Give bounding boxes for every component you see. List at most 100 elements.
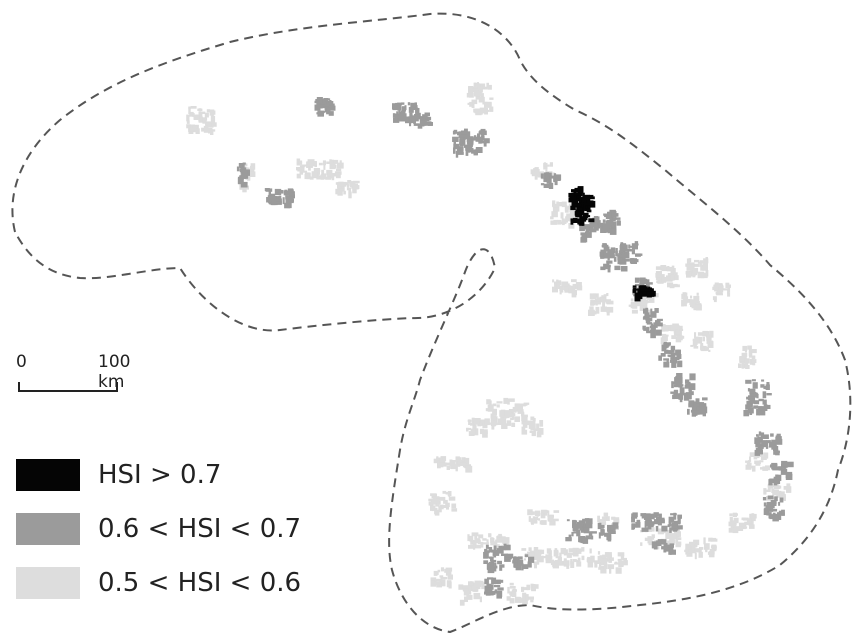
hsi-low-patch <box>529 547 532 551</box>
hsi-low-patch <box>325 176 331 179</box>
hsi-low-patch <box>694 305 700 309</box>
hsi-low-patch <box>763 488 766 495</box>
hsi-low-patch <box>553 213 555 217</box>
hsi-mid-patch <box>525 554 529 557</box>
hsi-mid-patch <box>610 525 616 529</box>
hsi-low-patch <box>186 115 189 122</box>
hsi-mid-patch <box>611 211 616 218</box>
hsi-high-patch <box>588 218 594 222</box>
hsi-mid-patch <box>408 102 410 105</box>
hsi-low-patch <box>640 542 642 546</box>
hsi-mid-patch <box>774 480 780 485</box>
hsi-mid-patch <box>759 399 764 401</box>
hsi-low-patch <box>530 600 533 603</box>
hsi-high-patch <box>578 187 583 194</box>
hsi-low-patch <box>348 189 351 193</box>
hsi-low-patch <box>534 563 537 569</box>
hsi-low-patch <box>510 583 514 586</box>
hsi-mid-patch <box>670 550 673 553</box>
hsi-mid-patch <box>405 105 407 110</box>
hsi-low-patch <box>772 490 778 496</box>
hsi-mid-patch <box>608 267 611 273</box>
hsi-low-patch <box>194 115 200 120</box>
hsi-low-patch <box>662 277 666 283</box>
hsi-low-patch <box>572 291 577 298</box>
hsi-mid-patch <box>671 346 675 351</box>
hsi-low-patch <box>480 429 484 434</box>
hsi-low-patch <box>713 296 717 300</box>
hsi-mid-patch <box>494 585 500 587</box>
hsi-low-patch <box>629 305 636 307</box>
hsi-low-patch <box>340 160 342 166</box>
hsi-low-patch <box>458 584 463 589</box>
hsi-mid-patch <box>621 266 628 272</box>
hsi-mid-patch <box>500 546 503 549</box>
hsi-mid-patch <box>750 398 755 404</box>
hsi-mid-patch <box>679 377 683 383</box>
hsi-mid-patch <box>780 498 784 503</box>
hsi-low-patch <box>689 542 694 545</box>
hsi-mid-patch <box>471 140 474 146</box>
hsi-low-patch <box>460 600 465 606</box>
hsi-high-patch <box>643 291 647 294</box>
hsi-low-patch <box>600 298 605 303</box>
hsi-mid-patch <box>484 138 490 143</box>
hsi-low-patch <box>497 419 504 426</box>
hsi-low-patch <box>558 557 562 563</box>
hsi-mid-patch <box>761 380 764 382</box>
hsi-low-patch <box>448 575 453 580</box>
hsi-low-patch <box>688 264 695 270</box>
scale-zero-label: 0 <box>16 352 27 372</box>
hsi-low-patch <box>601 560 606 564</box>
hsi-mid-patch <box>497 580 503 583</box>
hsi-low-patch <box>444 569 449 573</box>
hsi-low-patch <box>471 429 475 435</box>
hsi-high-patch <box>584 195 590 200</box>
hsi-mid-patch <box>769 512 772 518</box>
hsi-mid-patch <box>599 532 601 538</box>
hsi-low-patch <box>480 108 486 114</box>
hsi-low-patch <box>564 558 567 564</box>
hsi-low-patch <box>536 424 539 429</box>
hsi-low-patch <box>449 582 452 589</box>
hsi-mid-patch <box>656 526 659 532</box>
hsi-mid-patch <box>541 173 544 178</box>
hsi-mid-patch <box>610 255 615 259</box>
hsi-mid-patch <box>759 431 761 435</box>
hsi-low-patch <box>694 346 699 349</box>
hsi-mid-patch <box>453 131 456 135</box>
hsi-mid-patch <box>632 243 638 249</box>
hsi-low-patch <box>489 107 493 112</box>
hsi-low-patch <box>747 346 752 350</box>
hsi-low-patch <box>490 542 495 545</box>
hsi-mid-patch <box>650 329 654 331</box>
hsi-low-patch <box>672 266 675 268</box>
hsi-mid-patch <box>766 446 768 449</box>
hsi-low-patch <box>476 584 479 588</box>
hsi-low-patch <box>436 498 440 503</box>
hsi-mid-patch <box>586 226 590 232</box>
hsi-low-patch <box>606 299 611 304</box>
hsi-mid-patch <box>567 519 570 521</box>
hsi-low-patch <box>533 519 537 523</box>
hsi-mid-patch <box>241 175 247 179</box>
hsi-low-patch <box>499 410 504 417</box>
hsi-mid-patch <box>461 131 468 135</box>
hsi-low-patch <box>481 582 484 585</box>
hsi-mid-patch <box>482 131 487 136</box>
hsi-mid-patch <box>771 509 777 512</box>
hsi-low-patch <box>507 414 512 417</box>
hsi-mid-patch <box>327 108 331 113</box>
hsi-mid-patch <box>604 533 611 537</box>
hsi-mid-patch <box>458 152 464 155</box>
hsi-low-patch <box>689 271 692 277</box>
hsi-mid-patch <box>602 245 609 248</box>
hsi-low-patch <box>582 556 585 560</box>
hsi-low-patch <box>595 302 601 305</box>
hsi-mid-patch <box>670 360 673 363</box>
hsi-high-patch <box>633 285 637 287</box>
hsi-low-patch <box>575 284 577 289</box>
hsi-mid-patch <box>474 150 478 155</box>
hsi-mid-patch <box>650 523 654 527</box>
hsi-mid-patch <box>287 203 291 208</box>
